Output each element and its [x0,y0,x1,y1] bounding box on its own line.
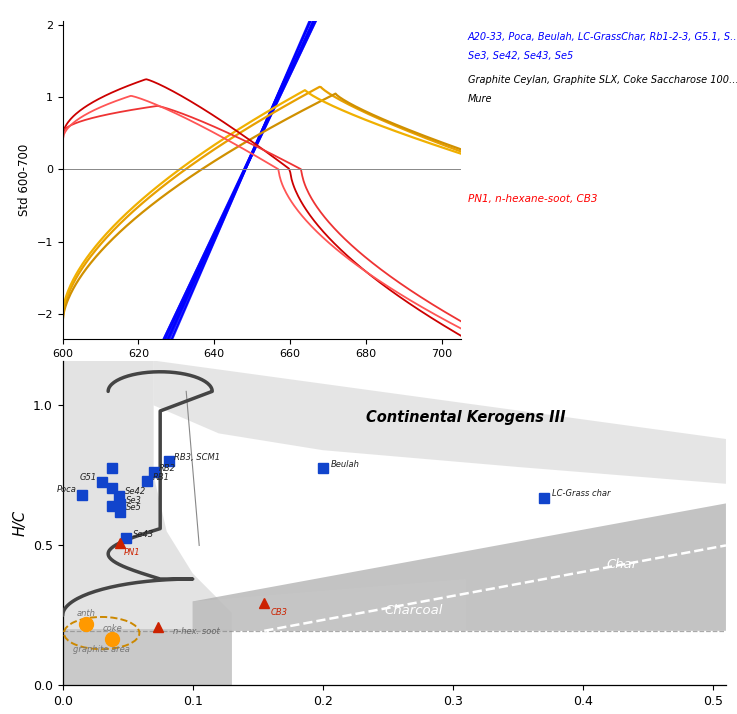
Text: Se3: Se3 [126,496,142,505]
Text: A20-33, Poca, Beulah, LC-GrassChar, Rb1-2-3, G5.1, S…: A20-33, Poca, Beulah, LC-GrassChar, Rb1-… [468,32,737,42]
Text: anth: anth [77,609,96,618]
Text: G51: G51 [79,473,97,482]
Polygon shape [154,361,726,484]
Y-axis label: Std 600-700: Std 600-700 [18,144,31,216]
X-axis label: Wavelength in nm: Wavelength in nm [201,364,322,378]
Polygon shape [63,361,231,685]
Polygon shape [192,579,466,631]
Text: PN1: PN1 [124,548,140,557]
Y-axis label: H/C: H/C [13,510,27,536]
Text: RB3, SCM1: RB3, SCM1 [175,453,220,462]
Text: n-hex. soot: n-hex. soot [173,627,220,635]
Text: CB3: CB3 [270,608,287,618]
Text: PN1, n-hexane-soot, CB3: PN1, n-hexane-soot, CB3 [468,194,598,204]
Text: Graphite Ceylan, Graphite SLX, Coke Saccharose 100…: Graphite Ceylan, Graphite SLX, Coke Sacc… [468,75,737,85]
Text: Poca: Poca [57,486,77,494]
Text: coke: coke [102,624,122,633]
Text: RB1: RB1 [153,473,170,482]
Text: Se5: Se5 [126,503,142,513]
Polygon shape [63,630,231,685]
Text: Se3, Se42, Se43, Se5: Se3, Se42, Se43, Se5 [468,51,573,61]
Polygon shape [192,503,726,631]
Text: LC-Grass char: LC-Grass char [552,489,610,498]
Text: Char: Char [607,558,638,570]
Text: Mure: Mure [468,94,492,104]
Text: Continental Kerogens III: Continental Kerogens III [366,410,565,425]
Text: RB2: RB2 [159,463,176,473]
Text: Se43: Se43 [133,530,154,539]
Text: Charcoal: Charcoal [385,604,443,617]
Text: Se42: Se42 [125,487,147,496]
Text: Beulah: Beulah [331,460,360,469]
Text: graphite area: graphite area [73,645,130,654]
